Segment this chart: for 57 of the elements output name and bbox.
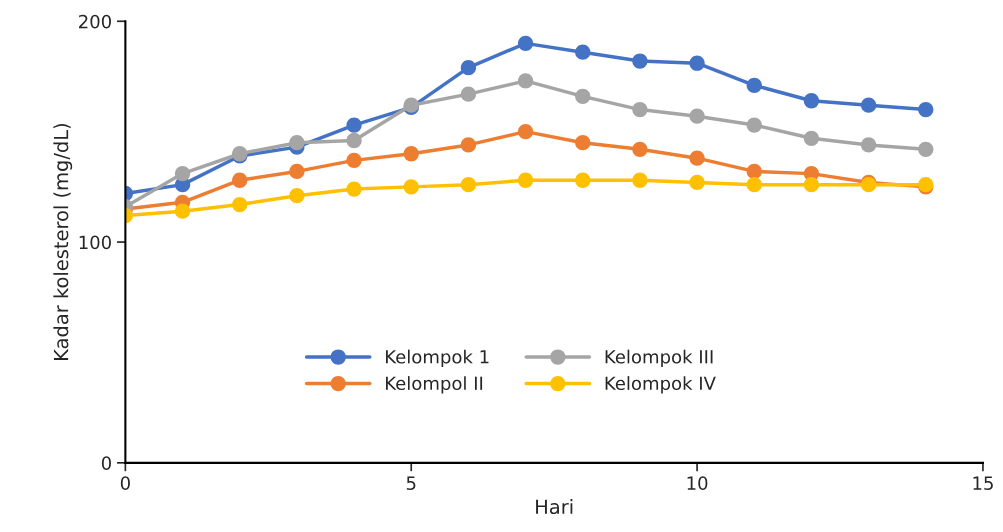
legend-label: Kelompok III <box>605 349 713 368</box>
point <box>918 101 934 118</box>
x-tick-label: 10 <box>687 476 708 491</box>
y-tick-label: 200 <box>79 14 111 29</box>
point <box>174 165 191 182</box>
point <box>174 203 191 219</box>
point <box>346 181 362 197</box>
point <box>575 44 591 60</box>
point <box>346 132 362 149</box>
legend-label: Kelompol II <box>386 376 483 394</box>
point <box>632 172 648 188</box>
point <box>575 135 591 151</box>
point <box>517 73 534 89</box>
legend-label: Kelompok IV <box>605 376 716 394</box>
point <box>517 35 534 51</box>
point <box>403 179 419 195</box>
point <box>517 124 534 140</box>
point <box>346 152 362 169</box>
legend-label: Kelompok 1 <box>386 349 489 368</box>
point <box>346 117 362 133</box>
point <box>575 88 591 104</box>
point <box>575 172 591 188</box>
point <box>860 97 877 113</box>
point <box>632 53 648 69</box>
point <box>460 86 477 102</box>
point <box>689 108 705 124</box>
x-tick-label: 0 <box>120 476 130 491</box>
point <box>689 150 705 166</box>
point <box>803 93 820 109</box>
point <box>918 141 934 157</box>
point <box>746 77 762 93</box>
point <box>689 55 705 71</box>
y-axis-title: Kadar kolesterol (mg/dL) <box>53 123 73 360</box>
point <box>632 141 648 157</box>
point <box>632 101 648 118</box>
y-tick-label: 100 <box>79 235 111 250</box>
point <box>689 174 705 191</box>
point <box>232 172 248 188</box>
point <box>460 177 477 193</box>
point <box>403 146 419 162</box>
point <box>746 177 762 193</box>
x-axis-title: Hari <box>536 499 573 515</box>
point <box>803 130 820 146</box>
point <box>803 177 820 193</box>
point <box>460 137 477 153</box>
point <box>746 117 762 133</box>
point <box>289 135 305 151</box>
point <box>289 188 305 204</box>
point <box>860 137 877 153</box>
point <box>517 172 534 188</box>
y-tick-label: 0 <box>101 456 111 470</box>
point <box>746 163 762 180</box>
x-tick-label: 5 <box>406 476 416 491</box>
point <box>289 163 305 180</box>
point <box>460 60 477 76</box>
point <box>232 196 248 213</box>
x-tick-label: 15 <box>973 476 993 491</box>
